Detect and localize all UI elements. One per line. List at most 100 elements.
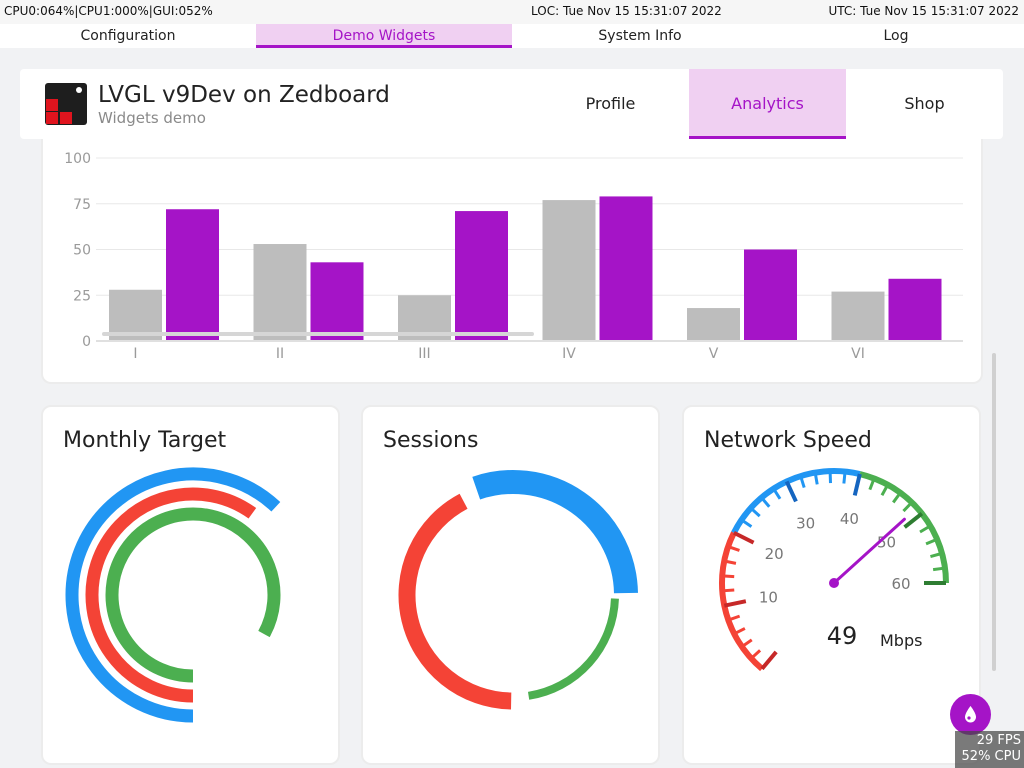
gauge-tick-label: 60 (891, 575, 910, 593)
app-title: LVGL v9Dev on Zedboard (98, 82, 390, 108)
gauge-tick (842, 471, 847, 484)
header-card: LVGL v9Dev on Zedboard Widgets demo Prof… (20, 69, 1003, 139)
gauge-tick (868, 477, 876, 491)
bar (744, 249, 797, 341)
gauge-tick (723, 599, 747, 608)
gauge-unit-text: Mbps (880, 631, 922, 650)
gauge-zone-arc (859, 471, 949, 584)
lvgl-logo-icon (45, 83, 87, 125)
bar (455, 211, 508, 341)
gauge-tick (903, 511, 924, 529)
drop-icon (965, 706, 976, 723)
cpu-usage-text: CPU0:064%|CPU1:000%|GUI:052% (4, 4, 213, 18)
gauge-tick (813, 472, 819, 485)
cpu-load-text: 52% CPU (961, 749, 1021, 764)
target-arc (105, 507, 281, 683)
local-time-text: LOC: Tue Nov 15 15:31:07 2022 (531, 4, 722, 18)
gauge-needle-hub (829, 578, 839, 588)
tab-log[interactable]: Log (883, 28, 909, 44)
gauge-tick (799, 475, 806, 488)
monthly-target-arcs (65, 467, 281, 723)
bar (599, 196, 653, 341)
session-segment (472, 470, 638, 594)
bar (253, 244, 307, 341)
gauge-tick (733, 627, 746, 636)
x-tick-label: VI (851, 346, 865, 362)
fps-text: 29 FPS (976, 733, 1021, 748)
gauge-tick (880, 484, 890, 496)
y-tick-label: 25 (73, 288, 91, 304)
gauge-tick (760, 650, 778, 671)
bar (831, 291, 885, 341)
gauge-tick-label: 30 (796, 514, 815, 532)
network-speed-title: Network Speed (704, 428, 872, 453)
gauge-tick (722, 574, 735, 579)
gauge-tick (784, 480, 798, 503)
gauge-tick (740, 518, 753, 528)
sessions-card: Sessions (361, 405, 660, 765)
gauge-tick (727, 545, 740, 552)
gauge-value-text: 49 (827, 622, 858, 650)
chart-horizontal-scrollbar (102, 332, 534, 336)
x-tick-label: IV (562, 346, 576, 362)
tab-analytics[interactable]: Analytics (689, 69, 846, 139)
y-tick-label: 50 (73, 243, 91, 259)
gauge-tick (722, 588, 735, 593)
top-tab-bar: Configuration Demo Widgets System Info L… (0, 24, 1024, 48)
gauge-needle (832, 517, 906, 585)
gauge-tick-label: 20 (765, 545, 784, 563)
monthly-target-title: Monthly Target (63, 428, 227, 453)
tab-shop[interactable]: Shop (904, 94, 945, 113)
network-speed-card: Network Speed 10 20 30 40 50 60 49 Mbps (682, 405, 981, 765)
tab-system-info[interactable]: System Info (598, 28, 682, 44)
bar (687, 308, 740, 341)
drop-button[interactable] (950, 694, 991, 735)
session-segment (398, 493, 512, 710)
gauge-tick-label: 40 (840, 510, 859, 528)
gauge-tick (919, 524, 932, 534)
sessions-ring (398, 470, 638, 710)
app-subtitle: Widgets demo (98, 109, 206, 127)
gauge-tick (760, 496, 771, 508)
gauge-tick (892, 491, 902, 504)
tab-demo-widgets[interactable]: Demo Widgets (256, 24, 512, 48)
gauge-tick (932, 566, 946, 572)
gauge-tick (741, 638, 753, 648)
gauge-tick (750, 649, 762, 660)
x-tick-label: II (276, 346, 284, 362)
y-tick-label: 0 (82, 334, 91, 350)
gauge-tick (749, 506, 761, 518)
status-bar: CPU0:064%|CPU1:000%|GUI:052% LOC: Tue No… (0, 0, 1024, 24)
bar-chart-card: 0 25 50 75 100 I II III IV V VI (41, 139, 983, 384)
gauge-tick (930, 551, 943, 559)
tab-configuration[interactable]: Configuration (80, 28, 176, 44)
utc-time-text: UTC: Tue Nov 15 15:31:07 2022 (828, 4, 1019, 18)
session-segment (527, 598, 619, 700)
gauge-tick (733, 530, 755, 545)
bar (888, 278, 942, 341)
performance-monitor: 29 FPS 52% CPU (955, 731, 1024, 768)
target-arc (85, 487, 257, 703)
tab-profile[interactable]: Profile (585, 94, 636, 113)
bar (166, 209, 219, 341)
y-tick-label: 100 (64, 151, 91, 167)
x-tick-label: III (418, 346, 430, 362)
gauge-tick (902, 501, 913, 513)
bar (310, 262, 364, 341)
monthly-target-card: Monthly Target (41, 405, 340, 765)
gauge-tick (852, 473, 862, 496)
gauge-tick (723, 559, 737, 565)
x-tick-label: V (709, 346, 719, 362)
x-tick-label: I (133, 346, 137, 362)
target-arc (65, 467, 281, 723)
gauge-tick (727, 614, 741, 622)
bar (542, 200, 596, 341)
sessions-title: Sessions (383, 428, 479, 453)
gauge-tick (925, 537, 938, 546)
vertical-scrollbar[interactable] (992, 353, 996, 671)
gauge-tick (772, 487, 782, 500)
gauge-tick-label: 10 (759, 589, 778, 607)
y-tick-label: 75 (73, 197, 91, 213)
